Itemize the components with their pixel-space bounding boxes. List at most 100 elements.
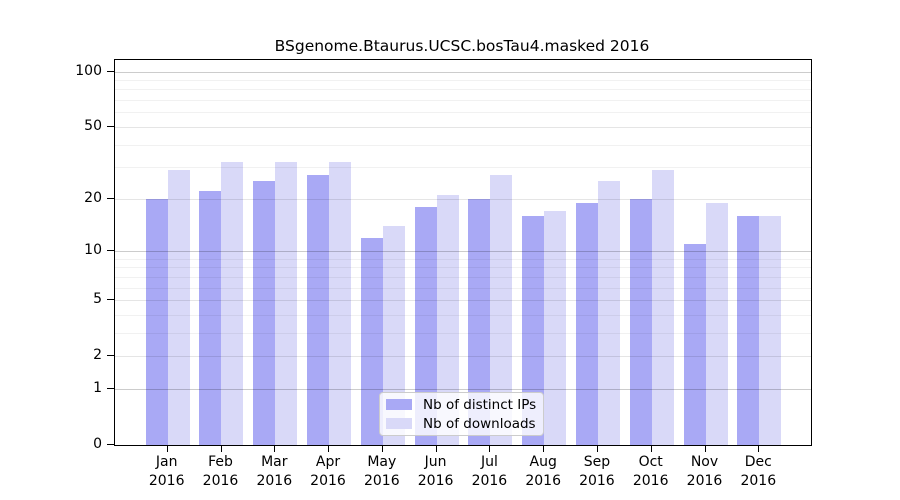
bar-nb-of-distinct-ips-nov xyxy=(683,243,706,445)
gridline-40 xyxy=(115,144,811,146)
bar-nb-of-downloads-apr xyxy=(329,162,352,445)
y-tick-2 xyxy=(107,355,114,357)
gridline-6 xyxy=(115,287,811,289)
x-tick-label-jun: Jun 2016 xyxy=(404,453,468,491)
x-tick-oct xyxy=(650,445,652,452)
gridline-80 xyxy=(115,89,811,91)
month-label: Mar xyxy=(261,454,288,470)
x-tick-label-sep: Sep 2016 xyxy=(565,453,629,491)
year-label: 2016 xyxy=(310,473,346,489)
y-tick-1 xyxy=(107,387,114,389)
bar-nb-of-distinct-ips-dec xyxy=(737,215,760,445)
x-tick-apr xyxy=(328,445,329,452)
gridline-4 xyxy=(115,314,811,316)
x-tick-feb xyxy=(220,445,222,452)
x-tick-label-mar: Mar 2016 xyxy=(242,453,306,491)
x-tick-label-jan: Jan 2016 xyxy=(135,453,199,491)
bar-nb-of-distinct-ips-may xyxy=(360,237,383,445)
bar-nb-of-downloads-feb xyxy=(221,162,244,445)
gridline-8 xyxy=(115,267,811,269)
x-tick-mar xyxy=(274,445,276,452)
bar-nb-of-distinct-ips-jan xyxy=(145,198,168,445)
y-tick-label-1: 1 xyxy=(93,379,102,396)
x-tick-label-feb: Feb 2016 xyxy=(189,453,253,491)
gridline-50 xyxy=(115,126,811,128)
year-label: 2016 xyxy=(525,473,561,489)
y-tick-5 xyxy=(107,299,114,300)
legend-row-distinct-ips: Nb of distinct IPs xyxy=(386,396,537,413)
year-label: 2016 xyxy=(740,473,777,489)
bar-nb-of-downloads-mar xyxy=(275,162,298,445)
gridline-7 xyxy=(115,276,811,278)
gridline-5 xyxy=(115,300,811,301)
bar-nb-of-downloads-dec xyxy=(759,215,782,445)
bar-nb-of-downloads-jun xyxy=(436,194,459,445)
x-tick-aug xyxy=(543,445,545,452)
year-label: 2016 xyxy=(471,473,508,489)
bar-nb-of-downloads-sep xyxy=(597,181,620,445)
bar-nb-of-downloads-aug xyxy=(544,211,567,445)
bar-nb-of-downloads-may xyxy=(382,225,405,445)
year-label: 2016 xyxy=(417,473,454,489)
x-tick-label-oct: Oct 2016 xyxy=(619,453,683,491)
month-label: Sep xyxy=(583,454,611,470)
year-label: 2016 xyxy=(632,473,669,489)
x-tick-label-nov: Nov 2016 xyxy=(673,453,737,491)
bar-nb-of-distinct-ips-aug xyxy=(522,215,545,445)
y-tick-10 xyxy=(107,250,114,251)
month-label: Dec xyxy=(744,454,772,470)
gridline-70 xyxy=(115,100,811,102)
gridline-90 xyxy=(115,80,811,81)
y-tick-0 xyxy=(107,444,114,445)
chart-title: BSgenome.Btaurus.UCSC.bosTau4.masked 201… xyxy=(274,37,650,55)
bar-nb-of-downloads-oct xyxy=(651,169,674,445)
bar-nb-of-distinct-ips-jun xyxy=(414,206,437,445)
bar-nb-of-distinct-ips-mar xyxy=(253,181,276,445)
gridline-20 xyxy=(115,198,811,200)
bar-nb-of-distinct-ips-feb xyxy=(199,191,222,445)
y-tick-label-5: 5 xyxy=(93,291,102,307)
year-label: 2016 xyxy=(686,473,723,489)
x-tick-sep xyxy=(596,445,598,452)
y-tick-50 xyxy=(107,125,114,127)
month-label: Aug xyxy=(529,454,557,470)
x-tick-jan xyxy=(166,445,168,452)
x-tick-jun xyxy=(435,445,437,452)
bar-nb-of-distinct-ips-sep xyxy=(575,202,598,445)
y-tick-20 xyxy=(107,197,114,199)
y-tick-label-20: 20 xyxy=(84,189,102,206)
bar-nb-of-downloads-jan xyxy=(167,169,190,445)
y-tick-label-100: 100 xyxy=(75,62,102,79)
gridline-3 xyxy=(115,332,811,334)
y-tick-label-2: 2 xyxy=(93,347,102,364)
x-tick-jul xyxy=(489,445,491,452)
month-label: Jan xyxy=(155,454,178,470)
legend-label-distinct-ips: Nb of distinct IPs xyxy=(423,396,537,413)
x-tick-may xyxy=(381,445,383,452)
year-label: 2016 xyxy=(363,473,400,489)
y-tick-100 xyxy=(107,70,114,72)
year-label: 2016 xyxy=(148,473,185,489)
legend-row-downloads: Nb of downloads xyxy=(386,415,537,432)
bar-nb-of-distinct-ips-jul xyxy=(468,198,491,445)
legend-swatch-distinct-ips xyxy=(386,399,412,410)
year-label: 2016 xyxy=(202,473,239,489)
y-tick-label-0: 0 xyxy=(93,436,102,452)
month-label: Apr xyxy=(315,454,341,470)
bar-nb-of-downloads-nov xyxy=(705,202,728,445)
gridline-1 xyxy=(115,388,811,390)
plot-area xyxy=(114,59,812,446)
gridline-10 xyxy=(115,251,811,252)
x-tick-label-may: May 2016 xyxy=(350,453,414,491)
y-tick-label-50: 50 xyxy=(84,117,102,134)
month-label: Oct xyxy=(638,454,663,470)
gridline-100 xyxy=(115,71,811,73)
bar-nb-of-downloads-jul xyxy=(490,175,513,445)
x-tick-label-dec: Dec 2016 xyxy=(726,453,790,491)
gridline-9 xyxy=(115,258,811,260)
x-tick-dec xyxy=(758,445,760,452)
x-tick-label-aug: Aug 2016 xyxy=(511,453,575,491)
month-label: Feb xyxy=(208,454,233,470)
year-label: 2016 xyxy=(579,473,615,489)
